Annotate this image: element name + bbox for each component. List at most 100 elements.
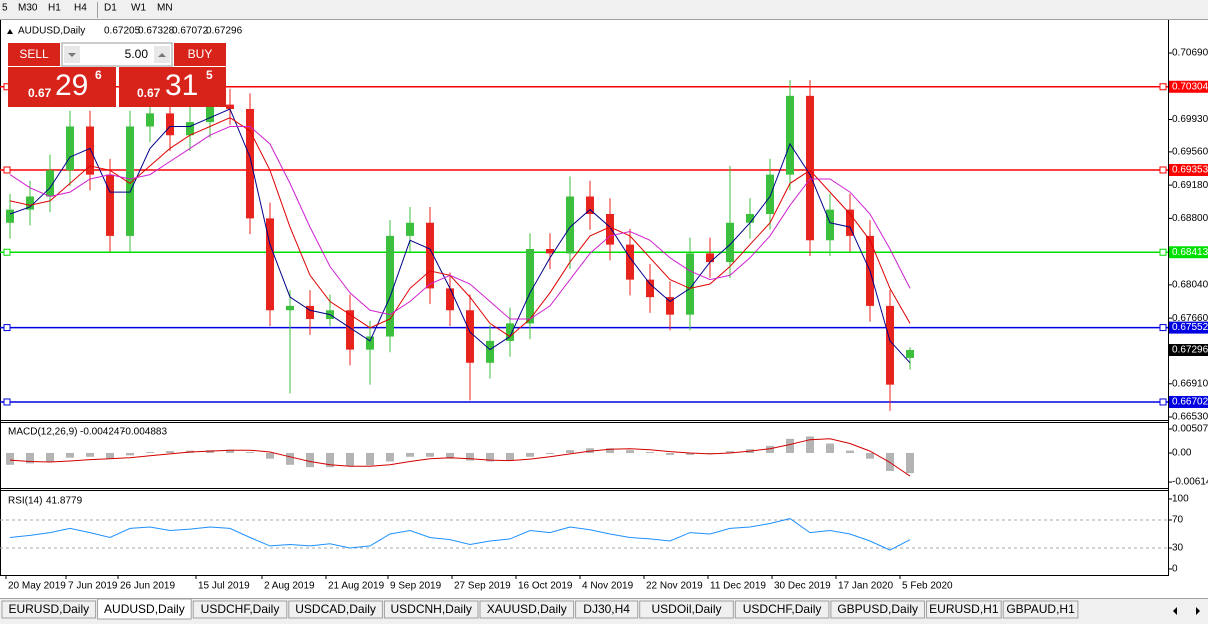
candle-body [146,113,154,127]
macd-bar [6,452,14,465]
tab-label: USDCNH,Daily [391,602,472,616]
timeframe-button[interactable]: H1 [48,3,61,14]
macd-signal [9,438,911,477]
macd-bar [606,448,614,453]
macd-bar [786,438,794,453]
macd-bar [866,452,874,459]
candle-body [806,95,814,241]
macd-bar [506,452,514,461]
header-high: 0.67328 [138,26,175,37]
level-handle [3,398,11,406]
candle-body [186,122,194,136]
tab-active[interactable] [97,598,192,620]
arrow-up [158,53,166,57]
candle-body [406,222,414,236]
candle-body [786,95,794,175]
y-tick-label: 0.66530 [1172,412,1208,423]
macd-bar [566,450,574,453]
tab[interactable] [192,600,288,619]
rsi-title: RSI(14) [8,496,42,507]
tab[interactable] [1,600,97,619]
y-tick-label: 30 [1172,543,1184,554]
tab-label: EURUSD,Daily [8,602,89,616]
lot-value: 5.00 [125,47,149,61]
macd-bar [246,452,254,453]
ask-box[interactable] [119,67,226,107]
macd-bar [766,445,774,453]
level-label: 0.66702 [1172,397,1208,408]
y-tick-label: 0.68800 [1172,213,1208,224]
candle-body [886,305,894,385]
bid-small: 6 [95,68,102,82]
tab[interactable] [288,600,383,619]
sell-button[interactable] [8,43,60,66]
tab[interactable] [1002,600,1079,619]
level-handle [1159,398,1167,406]
candle-body [466,310,474,363]
y-tick-label: 0.005076 [1172,424,1208,435]
candle-body [666,297,674,315]
timeframe-button[interactable]: H4 [74,3,87,14]
y-tick-label: 0 [1172,564,1178,575]
candle-body [46,170,54,197]
timeframe-button[interactable]: D1 [104,3,117,14]
tab-label: USDCAD,Daily [295,602,376,616]
macd-bar [626,450,634,453]
x-tick-label: 9 Sep 2019 [390,581,442,592]
header-low: 0.67072 [172,26,209,37]
header-close: 0.67296 [206,26,243,37]
toolbar [0,0,1208,20]
tab-scroll-left[interactable] [1173,607,1177,615]
level-label-box [1169,395,1208,408]
lot-input[interactable] [61,42,173,67]
tab[interactable] [479,600,575,619]
macd-title: MACD(12,26,9) [8,427,77,438]
macd-bar [386,452,394,462]
candle-body [6,209,14,223]
tab-label: EURUSD,H1 [929,602,999,616]
candle-body [426,222,434,289]
macd-bar [366,452,374,466]
tab[interactable] [734,600,830,619]
candle-body [126,126,134,236]
tab-scroll-right[interactable] [1196,607,1200,615]
level-handle [1159,248,1167,256]
macd-bar [546,452,554,454]
candle-body [346,310,354,350]
macd-bar [666,452,674,455]
tab[interactable] [830,600,926,619]
macd-bar [466,452,474,461]
macd-bar [106,452,114,459]
tab-label: GBPUSD,Daily [837,602,918,616]
x-tick-label: 4 Nov 2019 [582,581,634,592]
macd-bar [66,452,74,458]
candle-body [626,244,634,280]
timeframe-button[interactable]: MN [157,3,173,14]
tab[interactable] [575,600,639,619]
level-handle [1159,166,1167,174]
x-tick-label: 20 May 2019 [8,581,66,592]
tab-label: DJ30,H4 [583,602,630,616]
header-open: 0.67205 [104,26,141,37]
timeframe-button[interactable]: M30 [18,3,38,14]
tab[interactable] [926,600,1002,619]
moving-average [9,108,911,364]
y-tick-label: 70 [1172,515,1184,526]
level-label-box [1169,80,1208,93]
candle-body [686,253,694,315]
buy-button[interactable] [174,43,226,66]
tab[interactable] [383,600,479,619]
x-tick-label: 17 Jan 2020 [838,581,893,592]
level-label: 0.69353 [1172,165,1208,176]
bid-box[interactable] [8,67,116,107]
candle-body [166,113,174,136]
macd-bar [166,451,174,453]
candle-body [86,126,94,175]
macd-bar [46,452,54,462]
level-label: 0.67552 [1172,322,1208,333]
level-label: 0.68413 [1172,247,1208,258]
tab[interactable] [639,600,734,619]
timeframe-button[interactable]: 5 [2,3,8,14]
timeframe-button[interactable]: W1 [131,3,146,14]
macd-bar [406,452,414,457]
